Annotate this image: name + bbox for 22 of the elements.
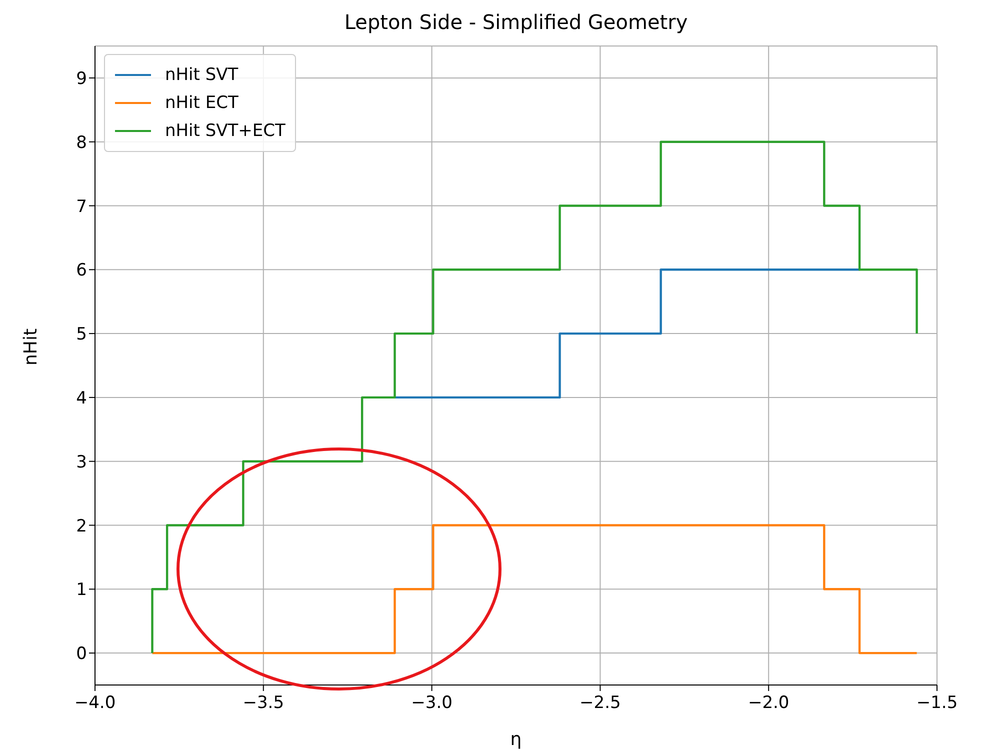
y-tick-label: 8 (76, 132, 87, 153)
x-tick-label: −3.0 (411, 693, 452, 714)
legend-label: nHit SVT (165, 65, 238, 85)
y-tick-label: 0 (76, 644, 87, 664)
legend-label: nHit SVT+ECT (165, 121, 286, 141)
x-tick-label: −4.0 (74, 693, 116, 714)
x-tick-label: −1.5 (916, 693, 958, 714)
y-tick-label: 3 (76, 452, 87, 472)
chart-title: Lepton Side - Simplified Geometry (343, 10, 689, 34)
y-tick-label: 5 (76, 324, 87, 345)
y-tick-label: 2 (76, 516, 87, 536)
y-tick-label: 1 (76, 580, 87, 600)
legend-label: nHit ECT (165, 93, 238, 113)
x-tick-label: −3.5 (242, 693, 284, 714)
x-tick-label: −2.0 (748, 693, 790, 714)
y-tick-label: 6 (76, 260, 87, 281)
y-tick-label: 9 (76, 68, 87, 89)
y-tick-label: 4 (76, 388, 87, 408)
x-tick-label: −2.5 (580, 693, 621, 714)
y-axis-title: nHit (20, 328, 42, 366)
y-tick-label: 7 (76, 196, 87, 217)
x-axis-title: η (510, 729, 522, 750)
